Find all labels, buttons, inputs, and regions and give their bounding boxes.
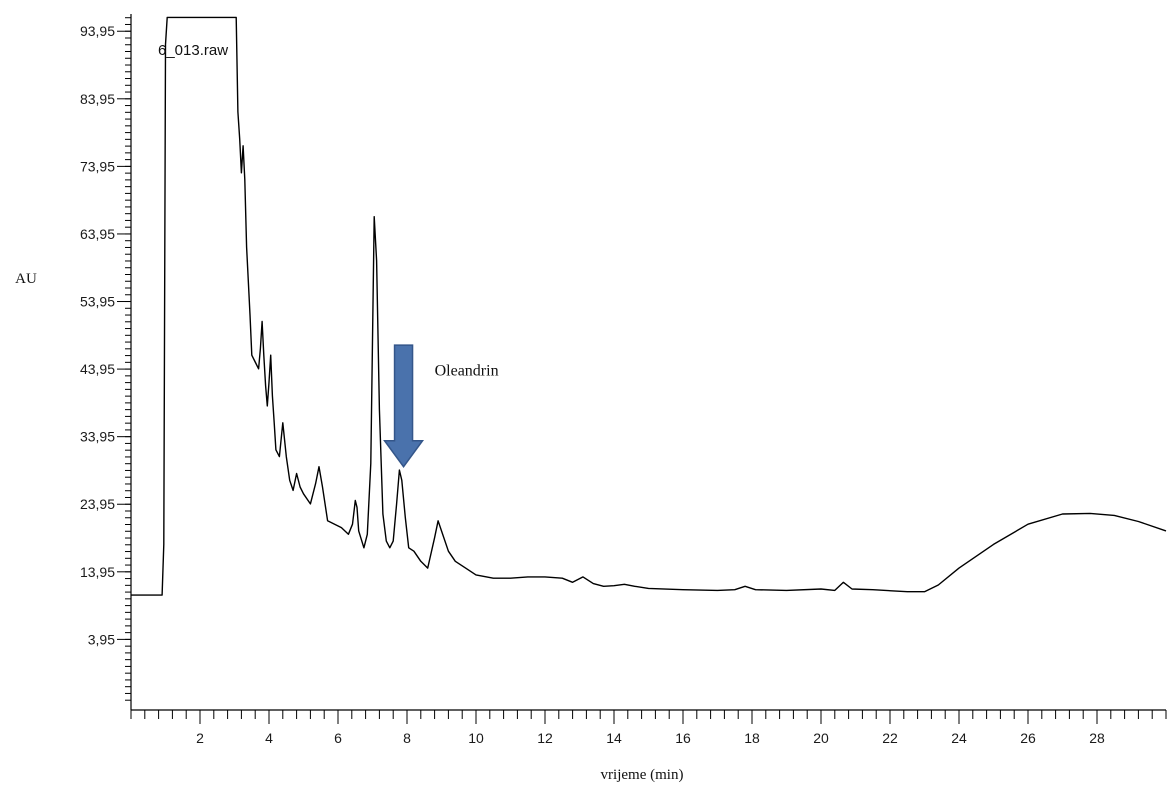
y-tick-label: 53,95 (80, 294, 115, 310)
x-tick-label: 14 (606, 730, 622, 746)
x-tick-label: 26 (1020, 730, 1036, 746)
annotation-layer (383, 344, 425, 469)
annotation-label: Oleandrin (435, 363, 499, 380)
chromatogram-trace (131, 16, 1167, 596)
axes (130, 14, 1166, 711)
x-tick-label: 20 (813, 730, 829, 746)
y-axis-title: AU (15, 271, 37, 287)
y-tick-label: 3,95 (88, 631, 115, 647)
y-tick-label: 43,95 (80, 361, 115, 377)
y-tick-label: 23,95 (80, 496, 115, 512)
x-tick-label: 28 (1089, 730, 1105, 746)
trace-label: 6_013.raw (158, 42, 228, 59)
y-tick-label: 83,95 (80, 91, 115, 107)
x-axis-ticks: 2 4 6 8 10 12 14 16 18 20 22 24 26 28 (130, 710, 1167, 746)
oleandrin-arrow (383, 344, 425, 469)
y-axis-ticks: 3,95 13,95 23,95 33,95 43,95 53,95 63,95 73,95 8… (80, 17, 131, 701)
x-tick-label: 8 (403, 730, 411, 746)
x-tick-label: 18 (744, 730, 760, 746)
x-tick-label: 16 (675, 730, 691, 746)
x-tick-label: 10 (468, 730, 484, 746)
x-axis-title: vrijeme (min) (601, 767, 684, 783)
x-tick-label: 2 (196, 730, 204, 746)
y-tick-label: 63,95 (80, 226, 115, 242)
x-tick-label: 24 (951, 730, 967, 746)
y-tick-label: 73,95 (80, 158, 115, 174)
y-tick-label: 13,95 (80, 564, 115, 580)
x-tick-label: 4 (265, 730, 273, 746)
x-tick-label: 6 (334, 730, 342, 746)
x-tick-label: 12 (537, 730, 553, 746)
x-tick-label: 22 (882, 730, 898, 746)
y-tick-label: 33,95 (80, 429, 115, 445)
y-tick-label: 93,95 (80, 23, 115, 39)
series-layer (131, 16, 1167, 596)
